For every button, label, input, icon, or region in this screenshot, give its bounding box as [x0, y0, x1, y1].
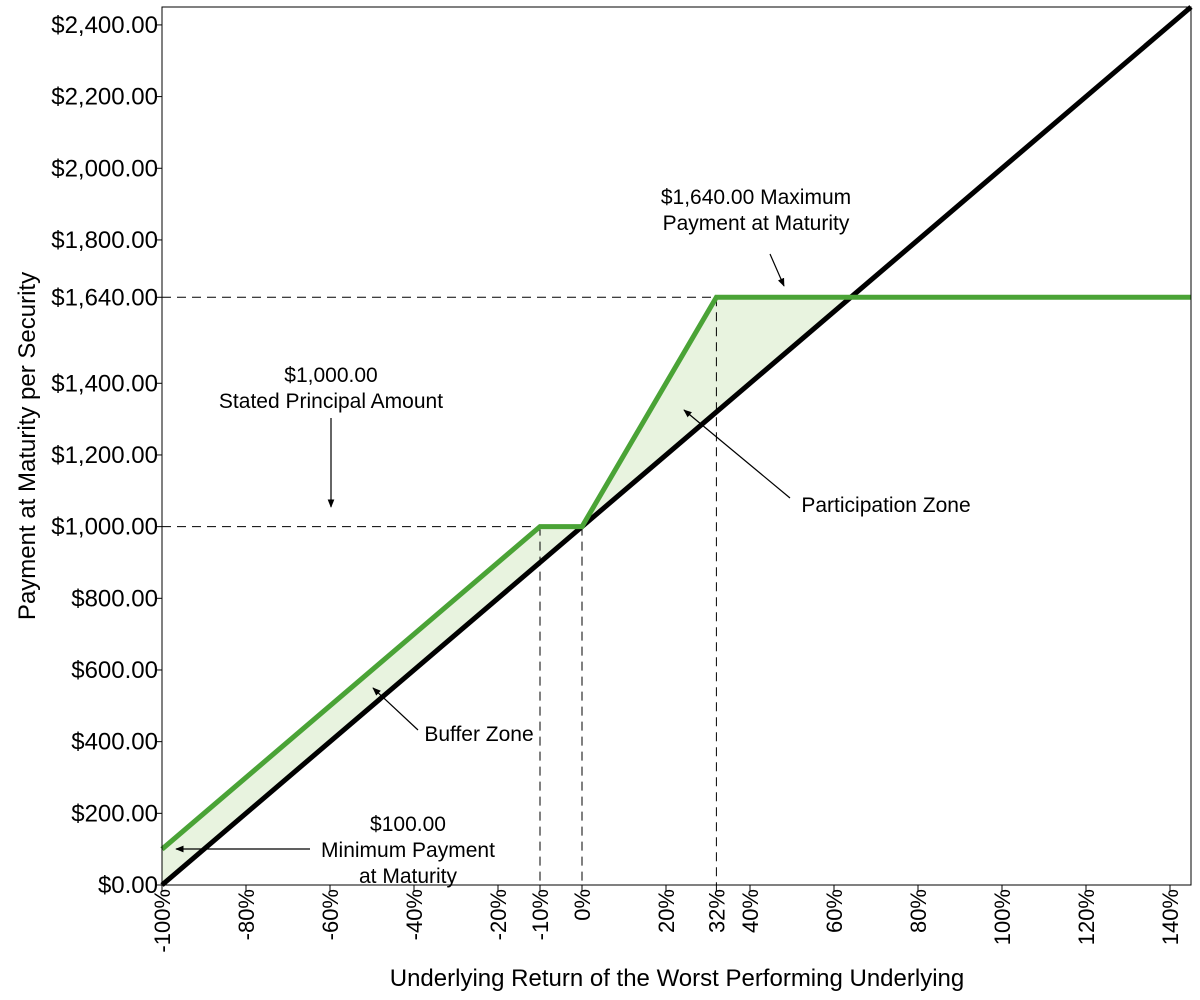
annotation-line: $1,000.00 [284, 364, 377, 387]
axis-ticks: $0.00 $200.00 $400.00 $600.00 $800.00 $1,000.… [51, 12, 1183, 953]
y-tick-label: $1,640.00 [51, 284, 158, 311]
x-tick-label: -80% [234, 889, 259, 940]
payment-at-maturity-line [160, 294, 1191, 852]
annotation-line: Minimum Payment [321, 839, 495, 862]
arrow-participation-zone [683, 409, 791, 499]
y-tick-label: $2,400.00 [51, 12, 158, 39]
annotation-stated-principal: $1,000.00 Stated Principal Amount [219, 364, 443, 413]
x-tick-label: 60% [822, 889, 847, 933]
y-axis-label: Payment at Maturity per Security [14, 272, 41, 620]
annotations: $1,640.00 Maximum Payment at Maturity $1,0… [175, 186, 971, 888]
x-tick-label: -10% [528, 889, 553, 940]
plot-frame [161, 6, 1192, 886]
y-tick-label: $2,000.00 [51, 155, 158, 182]
y-tick-label: $800.00 [71, 585, 158, 612]
x-tick-label: 140% [1158, 889, 1183, 945]
annotation-line: Buffer Zone [424, 723, 533, 746]
x-tick-label: 120% [1074, 889, 1099, 945]
annotation-buffer-zone: Buffer Zone [424, 723, 533, 746]
x-tick-label: 0% [570, 889, 595, 921]
y-tick-label: $1,000.00 [51, 514, 158, 541]
y-tick-label: $2,200.00 [51, 84, 158, 111]
x-tick-label: 100% [990, 889, 1015, 945]
x-tick-label: 40% [738, 889, 763, 933]
y-tick-label: $400.00 [71, 729, 158, 756]
x-tick-label: 20% [654, 889, 679, 933]
annotation-line: at Maturity [359, 865, 458, 888]
y-tick-label: $1,200.00 [51, 442, 158, 469]
annotation-min-payment: $100.00 Minimum Payment at Maturity [321, 813, 495, 888]
annotation-max-payment: $1,640.00 Maximum Payment at Maturity [661, 186, 851, 235]
x-tick-label: -20% [486, 889, 511, 940]
annotation-line: Stated Principal Amount [219, 390, 443, 413]
arrow-buffer-zone [372, 687, 419, 731]
y-tick-label: $600.00 [71, 657, 158, 684]
x-tick-label: 32% [704, 889, 729, 933]
series-lines [160, 5, 1193, 887]
y-tick-label: $200.00 [71, 800, 158, 827]
annotation-line: Payment at Maturity [663, 212, 850, 235]
x-axis-label: Underlying Return of the Worst Performin… [390, 965, 964, 992]
annotation-participation-zone: Participation Zone [801, 494, 970, 517]
y-tick-label: $1,400.00 [51, 370, 158, 397]
annotation-line: $1,640.00 Maximum [661, 186, 851, 209]
x-tick-label: -60% [318, 889, 343, 940]
x-tick-label: 80% [906, 889, 931, 933]
arrow-max-payment [769, 253, 785, 287]
underlying-return-line [160, 5, 1193, 887]
annotation-line: $100.00 [370, 813, 446, 836]
y-tick-label: $0.00 [98, 872, 158, 899]
y-tick-label: $1,800.00 [51, 227, 158, 254]
x-tick-label: -100% [150, 889, 175, 953]
x-tick-label: -40% [402, 889, 427, 940]
annotation-line: Participation Zone [801, 494, 970, 517]
